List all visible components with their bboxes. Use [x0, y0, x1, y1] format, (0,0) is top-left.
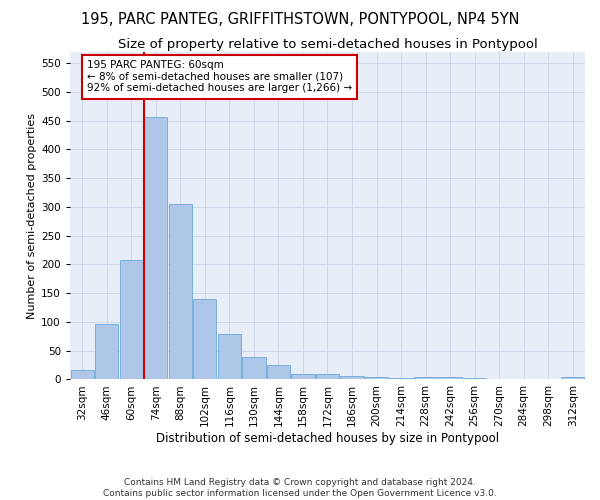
- Bar: [119, 260, 143, 380]
- Bar: [439, 377, 462, 380]
- Bar: [71, 370, 94, 380]
- Bar: [561, 376, 584, 380]
- Bar: [414, 376, 437, 380]
- Bar: [267, 365, 290, 380]
- Bar: [463, 378, 486, 380]
- Y-axis label: Number of semi-detached properties: Number of semi-detached properties: [27, 112, 37, 318]
- Title: Size of property relative to semi-detached houses in Pontypool: Size of property relative to semi-detach…: [118, 38, 538, 51]
- Bar: [193, 299, 217, 380]
- Bar: [95, 324, 118, 380]
- Bar: [316, 374, 339, 380]
- Bar: [389, 378, 413, 380]
- Bar: [242, 357, 266, 380]
- Text: 195 PARC PANTEG: 60sqm
← 8% of semi-detached houses are smaller (107)
92% of sem: 195 PARC PANTEG: 60sqm ← 8% of semi-deta…: [87, 60, 352, 94]
- Bar: [169, 204, 192, 380]
- Bar: [144, 117, 167, 380]
- Bar: [340, 376, 364, 380]
- Bar: [218, 334, 241, 380]
- Text: Contains HM Land Registry data © Crown copyright and database right 2024.
Contai: Contains HM Land Registry data © Crown c…: [103, 478, 497, 498]
- Bar: [488, 379, 511, 380]
- Bar: [365, 377, 388, 380]
- X-axis label: Distribution of semi-detached houses by size in Pontypool: Distribution of semi-detached houses by …: [156, 432, 499, 445]
- Text: 195, PARC PANTEG, GRIFFITHSTOWN, PONTYPOOL, NP4 5YN: 195, PARC PANTEG, GRIFFITHSTOWN, PONTYPO…: [81, 12, 519, 28]
- Bar: [291, 374, 314, 380]
